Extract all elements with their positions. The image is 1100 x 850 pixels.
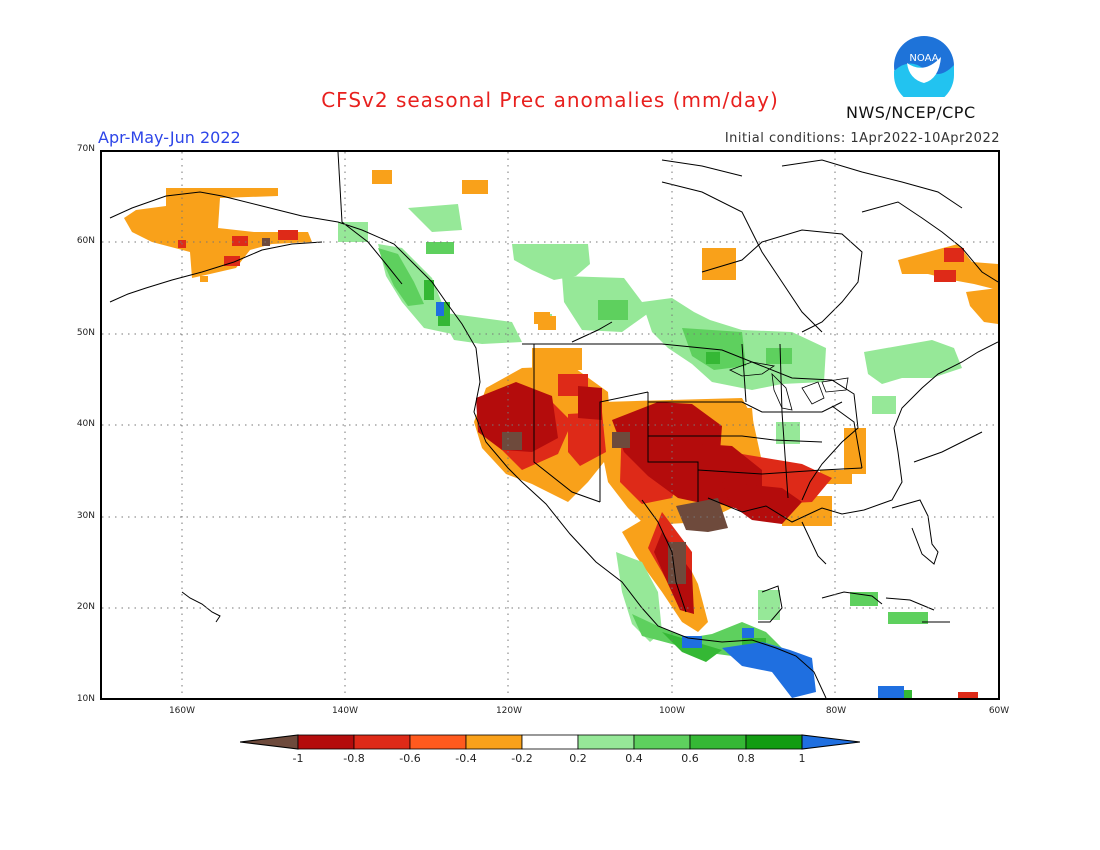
graticule <box>102 152 998 698</box>
lat-label-20n: 20N <box>76 602 95 612</box>
colorbar-tick-label: 0.2 <box>569 752 587 765</box>
colorbar-tick-label: 0.6 <box>681 752 699 765</box>
colorbar-tick-label: 0.8 <box>737 752 755 765</box>
lat-label-70n: 70N <box>76 144 95 154</box>
lon-label-100w: 100W <box>658 706 686 716</box>
lon-label-120w: 120W <box>495 706 523 716</box>
colorbar-swatch <box>689 734 747 750</box>
anomaly-central-america <box>682 628 904 698</box>
colorbar-swatch <box>633 734 691 750</box>
initial-conditions: Initial conditions: 1Apr2022-10Apr2022 <box>724 131 1000 146</box>
colorbar-extend-high <box>801 734 860 750</box>
colorbar-tick-label: 1 <box>798 752 806 765</box>
lat-label-60n: 60N <box>76 236 95 246</box>
anomaly-alaska <box>124 188 312 282</box>
forecast-period: Apr-May-Jun 2022 <box>98 128 241 147</box>
colorbar-extend-low <box>240 734 299 750</box>
logo-text: NOAA <box>909 53 938 64</box>
anomaly-mexico-wet <box>616 552 780 642</box>
lon-label-160w: 160W <box>168 706 196 716</box>
lat-label-50n: 50N <box>76 328 95 338</box>
lon-label-60w: 60W <box>988 706 1010 716</box>
lon-label-80w: 80W <box>825 706 847 716</box>
anomaly-ne-canada <box>372 170 998 324</box>
colorbar <box>240 734 860 750</box>
colorbar-swatch <box>409 734 467 750</box>
colorbar-tick-label: -0.4 <box>455 752 477 765</box>
colorbar-swatch <box>297 734 355 750</box>
noaa-logo: NOAA <box>894 36 954 97</box>
lat-label-10n: 10N <box>76 694 95 704</box>
lat-label-30n: 30N <box>76 511 95 521</box>
anomaly-map <box>100 150 1000 700</box>
colorbar-swatch <box>521 734 579 750</box>
colorbar-tick-label: -1 <box>292 752 304 765</box>
lat-label-40n: 40N <box>76 419 95 429</box>
colorbar-swatch <box>465 734 523 750</box>
colorbar-tick-label: -0.8 <box>343 752 365 765</box>
coastlines <box>109 152 998 698</box>
colorbar-tick-label: 0.4 <box>625 752 643 765</box>
lon-label-140w: 140W <box>331 706 359 716</box>
colorbar-swatch <box>353 734 411 750</box>
map-canvas <box>102 152 998 698</box>
agency-label: NWS/NCEP/CPC <box>846 103 976 122</box>
colorbar-swatch <box>577 734 635 750</box>
colorbar-swatch <box>745 734 803 750</box>
colorbar-tick-label: -0.6 <box>399 752 421 765</box>
lakes <box>728 361 849 411</box>
anomaly-texas-extreme <box>502 432 728 584</box>
chart-title: CFSv2 seasonal Prec anomalies (mm/day) <box>321 88 779 112</box>
colorbar-tick-label: -0.2 <box>511 752 533 765</box>
